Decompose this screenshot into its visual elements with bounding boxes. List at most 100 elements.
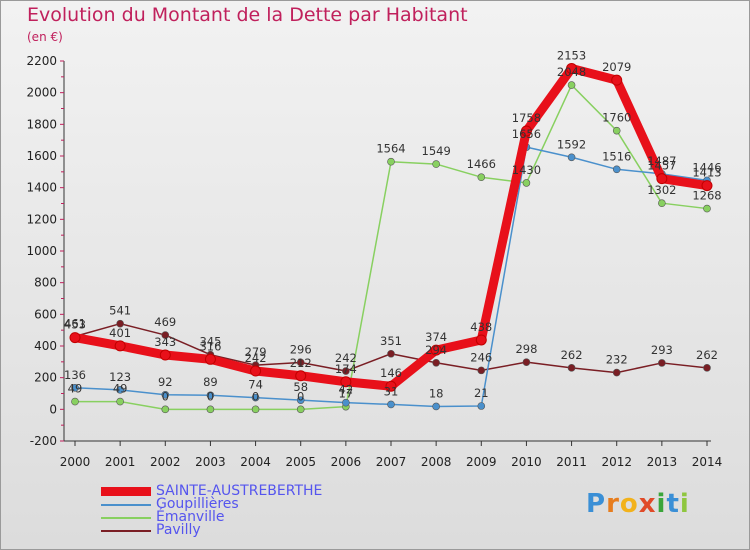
data-label: 242 xyxy=(245,351,267,365)
data-label: 1457 xyxy=(647,159,676,173)
data-point xyxy=(342,367,350,375)
y-tick-label: 0 xyxy=(49,402,57,416)
x-tick-label: 2001 xyxy=(105,455,136,469)
y-tick-label: 1000 xyxy=(26,244,57,258)
data-label: 31 xyxy=(384,384,399,398)
data-label: 1268 xyxy=(692,189,721,203)
data-label: 1430 xyxy=(512,163,541,177)
x-tick-label: 2012 xyxy=(601,455,632,469)
data-label: 58 xyxy=(293,380,308,394)
data-label: 1516 xyxy=(602,149,631,163)
x-tick-label: 2010 xyxy=(511,455,542,469)
logo-letter: i xyxy=(656,489,667,519)
data-point xyxy=(340,376,352,388)
data-point xyxy=(387,400,395,409)
data-point xyxy=(250,365,262,377)
data-point xyxy=(522,358,531,366)
data-label: 242 xyxy=(335,351,357,365)
data-point xyxy=(567,364,576,372)
legend-swatch xyxy=(101,503,151,506)
data-label: 1760 xyxy=(602,111,631,125)
proxiti-logo: Proxiti xyxy=(586,489,690,519)
data-point xyxy=(567,81,576,89)
data-point xyxy=(116,319,124,328)
data-point xyxy=(612,165,621,174)
data-label: 1592 xyxy=(557,137,586,151)
data-point xyxy=(114,340,126,352)
logo-letter: i xyxy=(679,489,690,519)
data-label: 1656 xyxy=(512,127,541,141)
x-tick-label: 2014 xyxy=(692,455,723,469)
x-tick-label: 2005 xyxy=(285,455,316,469)
logo-letter: r xyxy=(606,489,620,519)
data-point xyxy=(251,405,260,414)
data-label: 1487 xyxy=(647,154,676,168)
y-tick-label: 2200 xyxy=(26,54,57,68)
x-tick-label: 2013 xyxy=(647,455,678,469)
data-point xyxy=(296,396,305,404)
data-point xyxy=(71,383,79,392)
data-label: 469 xyxy=(154,315,176,329)
data-label: 17 xyxy=(339,387,354,401)
data-label: 438 xyxy=(470,320,492,334)
y-tick-label: 1200 xyxy=(26,212,57,226)
data-label: 296 xyxy=(290,342,312,356)
data-label: 401 xyxy=(109,326,131,340)
data-label: 351 xyxy=(380,334,402,348)
data-label: 1302 xyxy=(647,183,676,197)
data-point xyxy=(430,344,442,356)
data-point xyxy=(296,358,305,367)
data-label: 0 xyxy=(252,389,259,403)
legend-swatch xyxy=(101,487,151,496)
data-label: 1758 xyxy=(512,111,541,125)
data-label: 92 xyxy=(158,375,173,389)
data-label: 262 xyxy=(696,348,718,362)
legend-item: Pavilly xyxy=(101,522,322,538)
data-point xyxy=(251,393,260,402)
x-tick-label: 2003 xyxy=(195,455,226,469)
data-point xyxy=(432,358,440,367)
data-label: 123 xyxy=(109,370,131,384)
data-point xyxy=(296,405,305,414)
legend-label: Pavilly xyxy=(156,522,201,538)
data-point xyxy=(477,366,486,375)
data-point xyxy=(477,173,486,182)
data-point xyxy=(206,405,215,414)
x-tick-label: 2007 xyxy=(376,455,407,469)
data-label: 74 xyxy=(248,378,263,392)
data-label: 279 xyxy=(245,345,267,359)
unit-label: (en €) xyxy=(27,30,63,44)
data-label: 298 xyxy=(515,342,537,356)
data-label: 1564 xyxy=(376,142,405,156)
legend-label: Émanville xyxy=(156,509,225,525)
data-label: 2153 xyxy=(557,48,586,62)
data-label: 212 xyxy=(290,356,312,370)
data-point xyxy=(432,402,440,411)
data-point xyxy=(566,62,578,74)
data-point xyxy=(206,391,215,400)
data-point xyxy=(567,153,576,162)
data-label: 49 xyxy=(68,382,83,396)
chart-title: Evolution du Montant de la Dette par Hab… xyxy=(27,4,468,26)
data-point xyxy=(116,397,124,406)
data-point xyxy=(703,364,711,372)
y-tick-label: 1400 xyxy=(26,181,57,195)
legend-item: Émanville xyxy=(101,509,322,525)
x-tick-label: 2006 xyxy=(331,455,362,469)
data-point xyxy=(387,157,395,166)
legend-item: SAINTE-AUSTREBERTHE xyxy=(101,483,323,499)
data-label: 0 xyxy=(297,389,304,403)
data-point xyxy=(612,126,621,135)
data-label: 49 xyxy=(113,382,128,396)
data-label: 89 xyxy=(203,375,218,389)
data-label: 1446 xyxy=(692,160,721,174)
legend-label: SAINTE-AUSTREBERTHE xyxy=(156,483,323,499)
data-label: 293 xyxy=(651,343,673,357)
data-label: 174 xyxy=(335,362,357,376)
x-tick-label: 2004 xyxy=(240,455,271,469)
y-tick-label: 200 xyxy=(34,371,57,385)
data-label: 374 xyxy=(425,330,447,344)
data-label: 21 xyxy=(474,386,489,400)
